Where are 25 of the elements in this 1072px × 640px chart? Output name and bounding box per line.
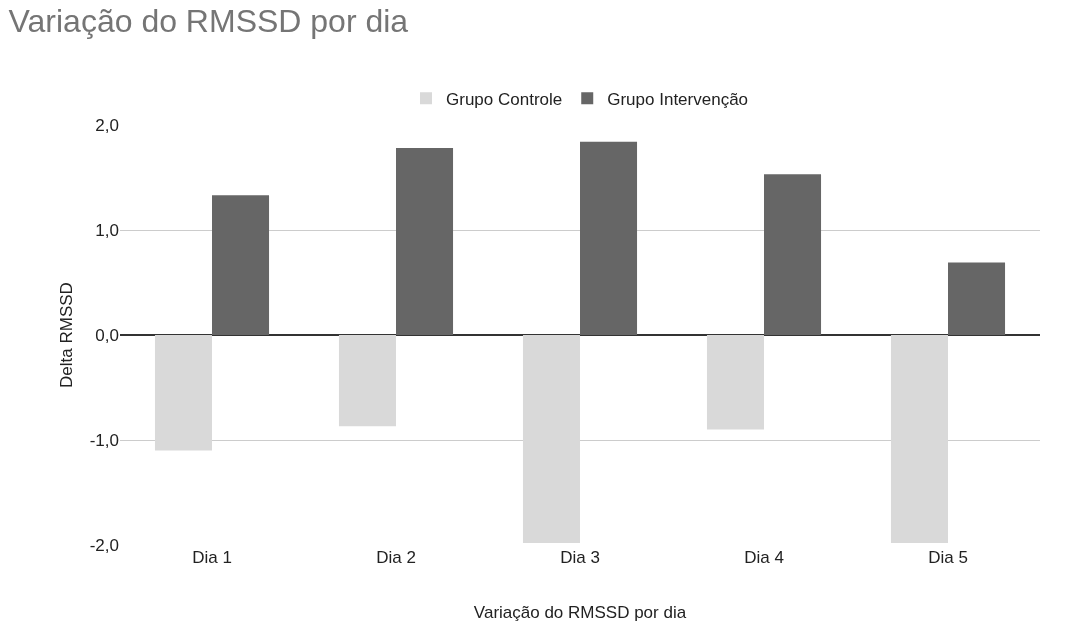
x-tick-label: Dia 3 (560, 548, 600, 567)
y-axis-title: Delta RMSSD (57, 282, 77, 388)
y-tick-label: -1,0 (89, 430, 119, 450)
x-axis-title: Variação do RMSSD por dia (473, 603, 687, 623)
bar (580, 141, 638, 335)
chart-title: Variação do RMSSD por dia (8, 3, 409, 39)
x-tick-label: Dia 2 (376, 548, 416, 567)
bar (338, 335, 396, 427)
y-tick-label: 1,0 (95, 220, 119, 240)
bar (396, 148, 454, 335)
x-tick-label: Dia 1 (192, 548, 232, 567)
bar (212, 195, 270, 335)
y-tick-label: 0,0 (95, 325, 119, 345)
legend-label: Grupo Controle (446, 89, 563, 109)
x-tick-label: Dia 4 (744, 548, 784, 567)
bar (948, 262, 1006, 335)
x-tick-label: Dia 5 (928, 548, 968, 567)
bar (706, 335, 764, 430)
bar (522, 335, 580, 543)
legend-label: Grupo Intervenção (607, 89, 749, 109)
y-tick-label: 2,0 (95, 115, 119, 135)
y-tick-label: -2,0 (89, 535, 119, 555)
bar (764, 174, 822, 335)
bar (890, 335, 948, 543)
bar (154, 335, 212, 451)
